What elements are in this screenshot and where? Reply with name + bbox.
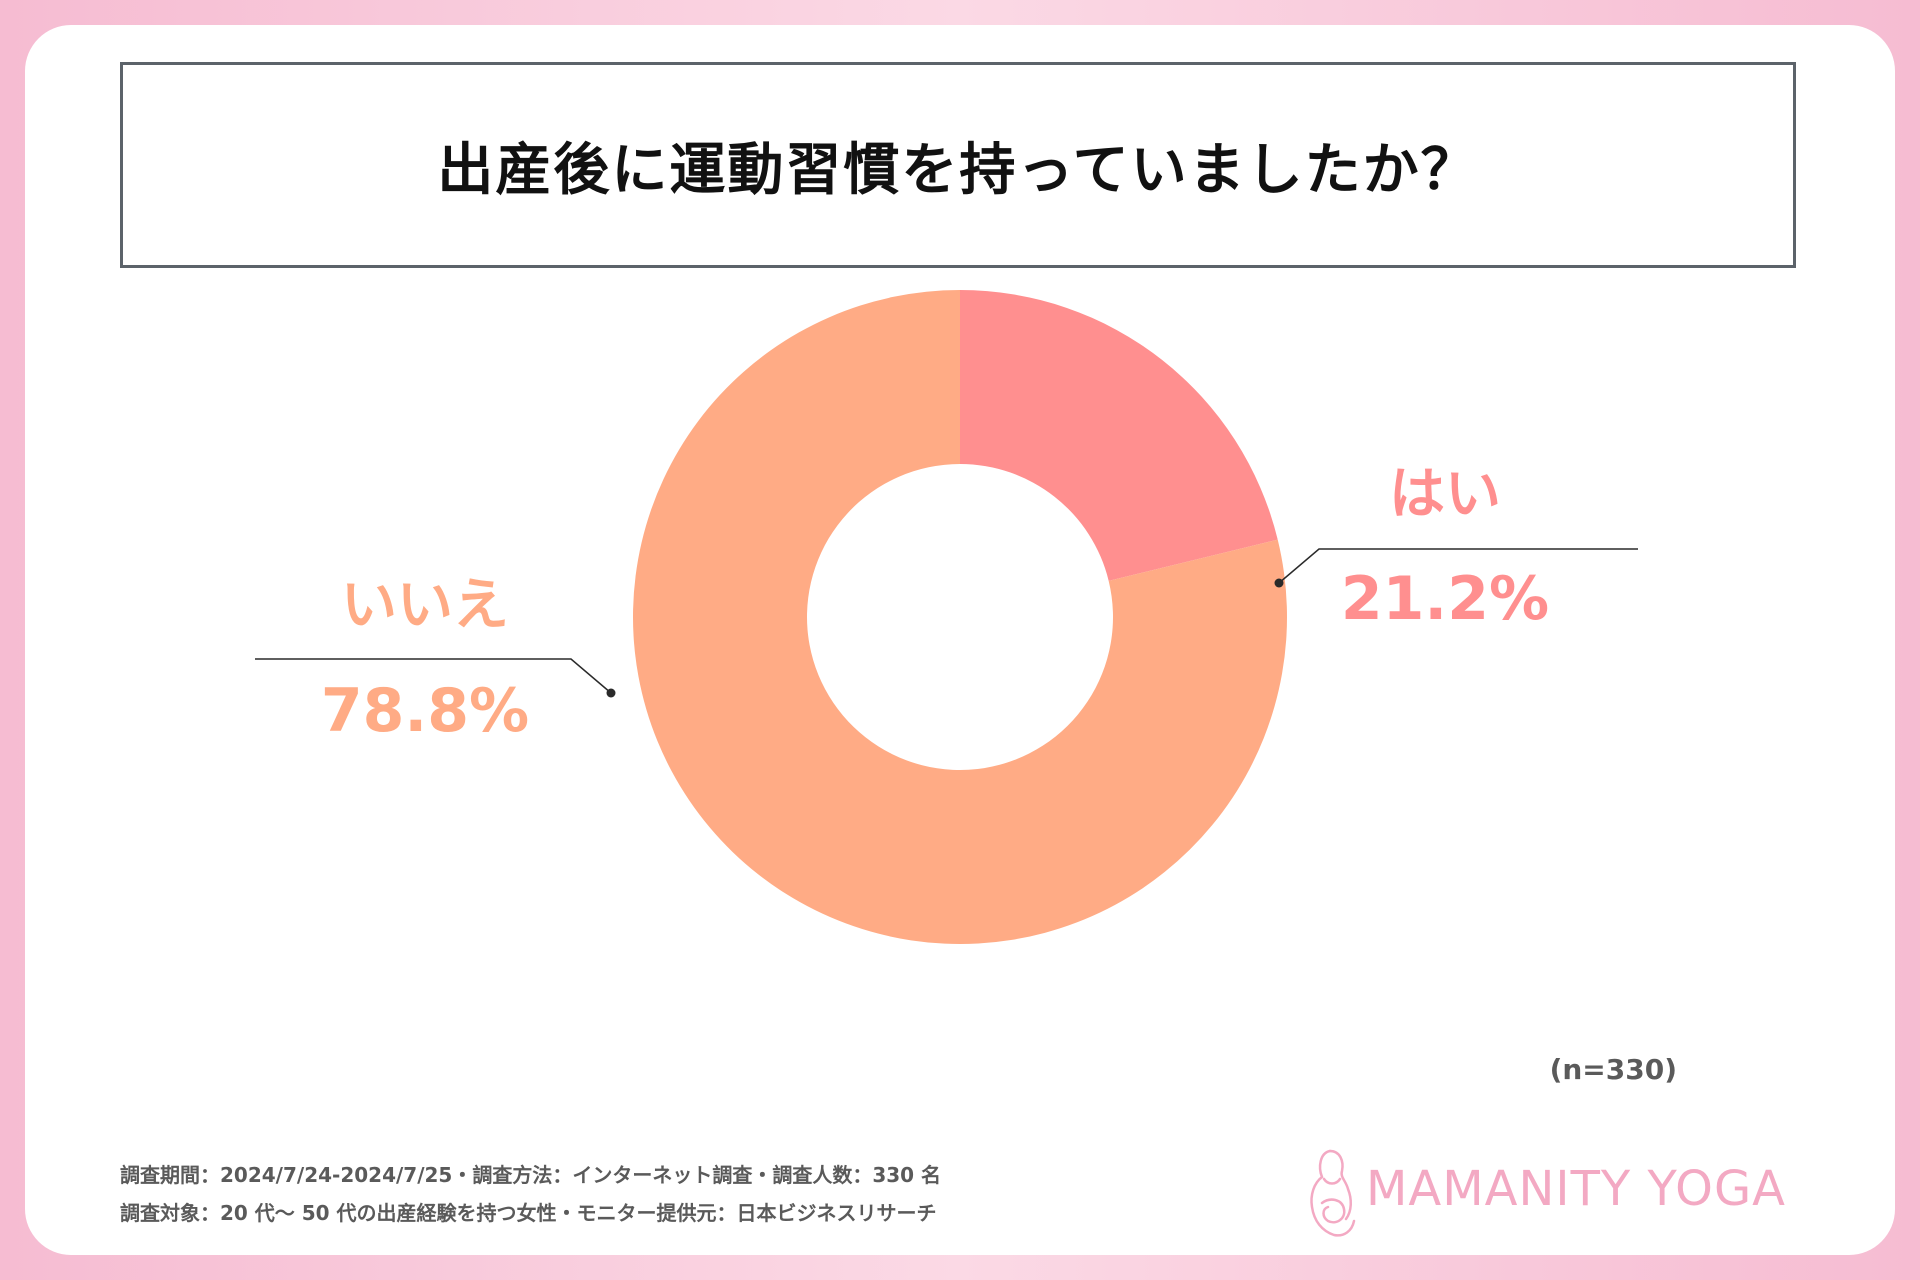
survey-period-note: 調査期間：2024/7/24-2024/7/25・調査方法：インターネット調査・… (120, 1163, 942, 1187)
slice-label-yes: はい (1389, 462, 1501, 527)
leader-line-yes (1278, 548, 1638, 584)
brand-name: MAMANITY YOGA (1366, 1161, 1786, 1217)
slice-labels: はい 21.2% いいえ 78.8% (321, 462, 1549, 746)
title-box: 出産後に運動習慣を持っていましたか？ (120, 62, 1796, 268)
donut-slice-yes (960, 290, 1278, 581)
leader-lines (255, 548, 1638, 698)
page-title: 出産後に運動習慣を持っていましたか？ (437, 137, 1479, 203)
chart-card: 出産後に運動習慣を持っていましたか？ はい 21.2% いいえ 78.8% (n=33… (25, 25, 1895, 1255)
donut-slice-no (633, 290, 1288, 945)
survey-target-note: 調査対象：20 代～ 50 代の出産経験を持つ女性・モニター提供元：日本ビジネス… (120, 1201, 937, 1225)
sample-size-label: (n=330) (1549, 1053, 1677, 1086)
slice-label-no: いいえ (341, 573, 509, 638)
leader-dot-no (606, 688, 616, 698)
donut-slices (633, 290, 1288, 945)
slice-value-yes: 21.2% (1341, 564, 1549, 634)
mother-silhouette-icon (1310, 1149, 1356, 1237)
slice-value-no: 78.8% (321, 676, 529, 746)
leader-dot-yes (1274, 578, 1284, 588)
brand-logo: MAMANITY YOGA (1300, 1145, 1800, 1240)
donut-chart: はい 21.2% いいえ 78.8% (255, 290, 1638, 945)
leader-line-no (255, 658, 612, 694)
